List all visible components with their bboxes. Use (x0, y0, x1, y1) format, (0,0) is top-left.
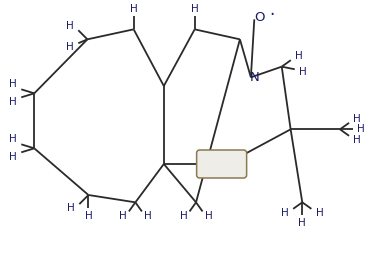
Text: H: H (66, 42, 74, 52)
Text: H: H (84, 211, 92, 221)
Text: H: H (299, 218, 306, 228)
Text: H: H (9, 134, 17, 144)
Text: H: H (180, 211, 187, 222)
Text: H: H (144, 211, 152, 222)
Text: H: H (9, 152, 17, 162)
Text: H: H (353, 114, 361, 124)
Text: H: H (130, 4, 138, 14)
Text: H: H (357, 124, 365, 134)
Text: H: H (9, 79, 17, 89)
Text: N: N (250, 71, 260, 84)
Text: H: H (299, 67, 307, 77)
Text: H: H (67, 203, 75, 213)
Text: H: H (191, 4, 199, 14)
Text: Abs: Abs (214, 158, 231, 168)
FancyBboxPatch shape (197, 150, 247, 178)
Text: H: H (66, 21, 74, 31)
Text: H: H (9, 97, 17, 107)
Text: ·: · (270, 6, 275, 24)
Text: H: H (295, 51, 303, 61)
Text: O: O (254, 11, 265, 24)
Text: H: H (119, 211, 127, 222)
Text: H: H (205, 211, 212, 222)
Text: H: H (353, 135, 361, 145)
Text: H: H (281, 208, 289, 218)
Text: H: H (316, 208, 323, 218)
